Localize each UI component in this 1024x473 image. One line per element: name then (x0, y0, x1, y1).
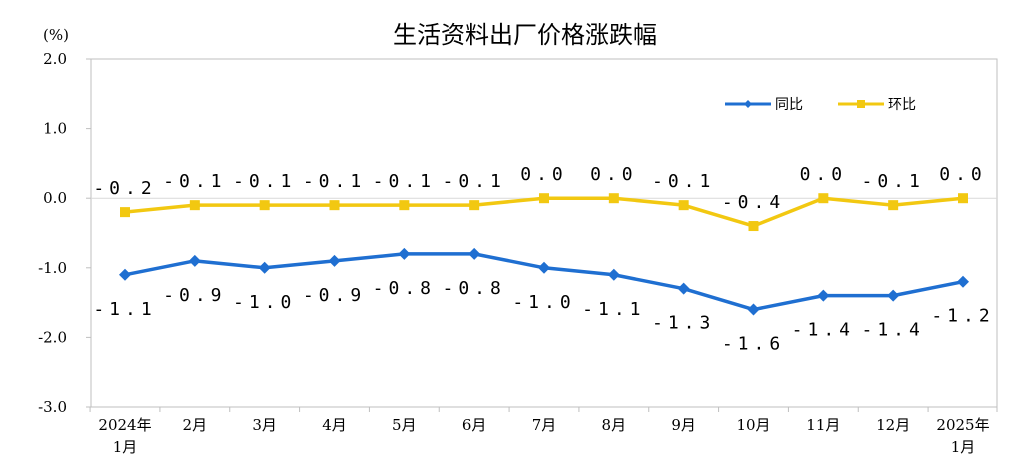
series-0-point-10 (817, 289, 830, 302)
series-0-label-3: -0.9 (303, 285, 366, 306)
legend-marker-0 (744, 100, 752, 108)
legend-label-1: 环比 (888, 97, 916, 113)
series-0-point-6 (538, 261, 550, 274)
x-tick-label-9: 10月 (736, 416, 770, 434)
series-0-label-8: -1.3 (652, 313, 715, 334)
series-1-point-9 (748, 221, 759, 232)
x-tick-label-5: 6月 (462, 416, 487, 434)
series-0-point-0 (119, 268, 131, 281)
y-tick-label-4: -2.0 (38, 328, 67, 346)
series-0-label-5: -0.8 (442, 278, 505, 299)
series-1-point-2 (259, 200, 270, 211)
series-1-label-2: -0.1 (233, 171, 296, 192)
series-0-point-9 (747, 303, 760, 316)
series-1-point-4 (399, 200, 410, 211)
series-1-label-12: 0.0 (939, 164, 987, 185)
series-0-point-2 (258, 261, 271, 274)
series-1-point-0 (120, 207, 130, 218)
series-0-label-0: -1.1 (93, 299, 156, 320)
x-tick-label-3: 4月 (322, 416, 347, 434)
y-tick-label-2: 0.0 (43, 189, 67, 207)
y-tick-label-3: -1.0 (38, 259, 67, 277)
chart-title: 生活资料出厂价格涨跌幅 (393, 21, 657, 49)
series-1-point-3 (329, 200, 340, 211)
series-1-label-4: -0.1 (373, 171, 436, 192)
data-labels: -1.1 -0.9 -1.0 -0.9 -0.8 -0.8 -1.0 -1.1 -1.3 -1.6… (93, 164, 994, 355)
series-0-point-11 (887, 289, 900, 302)
series-1-label-10: 0.0 (800, 164, 848, 185)
series-1-label-7: 0.0 (590, 164, 638, 185)
series-layer (119, 193, 969, 316)
series-1-label-8: -0.1 (652, 171, 715, 192)
series-1-label-0: -0.2 (93, 178, 156, 199)
series-0-label-6: -1.0 (512, 292, 575, 313)
y-tick-label-5: -3.0 (38, 398, 67, 416)
legend-label-0: 同比 (775, 97, 803, 113)
x-tick-label-12-0: 2025年 (936, 416, 989, 434)
x-tick-label-11: 12月 (876, 416, 910, 434)
series-1-label-6: 0.0 (520, 164, 568, 185)
x-axis: 2024年 1月 2月 3月 4月 5月 6月 7月 8月 9月 10月 11月 12月 2025年 1月 (89, 407, 998, 456)
series-1-label-9: -0.4 (722, 192, 785, 213)
x-tick-label-10: 11月 (806, 416, 840, 434)
x-tick-label-6: 7月 (532, 416, 557, 434)
series-1-point-5 (469, 200, 480, 211)
series-0-point-3 (328, 254, 341, 267)
series-0-label-7: -1.1 (582, 299, 645, 320)
series-0-point-1 (188, 254, 201, 267)
series-1-point-7 (608, 193, 619, 204)
series-1-label-3: -0.1 (303, 171, 366, 192)
series-0-label-9: -1.6 (722, 334, 785, 355)
series-1-label-1: -0.1 (163, 171, 226, 192)
series-0-label-10: -1.4 (792, 320, 855, 341)
legend: 同比 环比 (725, 97, 916, 113)
series-0-point-12 (957, 275, 969, 288)
y-axis-unit: (%) (43, 26, 69, 44)
series-1-point-6 (539, 193, 549, 204)
x-tick-label-1: 2月 (183, 416, 208, 434)
y-axis: 2.0 1.0 0.0 -1.0 -2.0 -3.0 (38, 50, 91, 416)
legend-marker-1 (857, 100, 865, 108)
series-0-point-7 (607, 268, 620, 281)
series-1-label-11: -0.1 (861, 171, 924, 192)
series-0-label-11: -1.4 (861, 320, 924, 341)
y-tick-label-1: 1.0 (43, 120, 67, 138)
series-0-label-2: -1.0 (233, 292, 296, 313)
x-tick-label-8: 9月 (671, 416, 696, 434)
series-0-label-12: -1.2 (931, 306, 994, 327)
series-1-point-1 (189, 200, 200, 211)
x-tick-label-2: 3月 (252, 416, 277, 434)
x-tick-label-0-1: 1月 (113, 438, 138, 456)
series-0-point-8 (677, 282, 690, 295)
series-1-point-8 (678, 200, 689, 211)
x-tick-label-7: 8月 (602, 416, 627, 434)
series-1-point-10 (818, 193, 829, 204)
plot-area (90, 58, 998, 408)
series-0-label-1: -0.9 (163, 285, 226, 306)
x-tick-label-12-1: 1月 (951, 438, 976, 456)
series-0-label-4: -0.8 (373, 278, 436, 299)
series-0-point-4 (398, 247, 411, 260)
series-1-label-5: -0.1 (442, 171, 505, 192)
series-1-point-11 (888, 200, 899, 211)
x-tick-label-0-0: 2024年 (98, 416, 151, 434)
series-0-point-5 (468, 247, 481, 260)
series-1-point-12 (958, 193, 968, 204)
y-tick-label-0: 2.0 (43, 50, 67, 68)
x-tick-label-4: 5月 (392, 416, 417, 434)
